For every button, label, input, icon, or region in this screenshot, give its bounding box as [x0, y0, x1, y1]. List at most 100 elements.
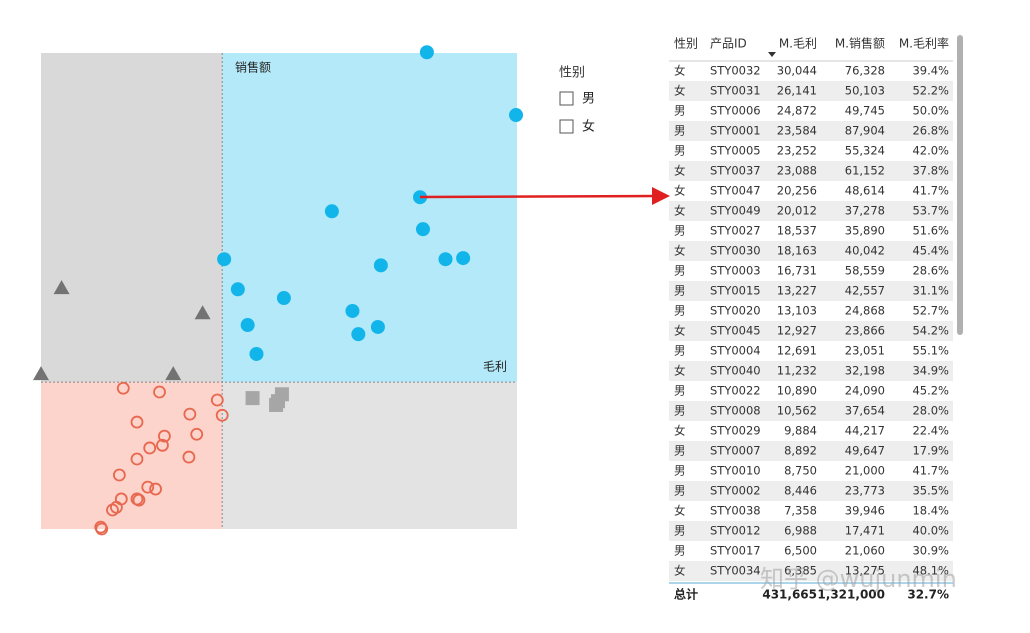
point — [419, 45, 434, 60]
checkbox[interactable] — [559, 91, 574, 106]
row-band — [669, 361, 953, 381]
slicer-option[interactable]: 男 — [582, 92, 595, 107]
point — [110, 500, 123, 514]
table-cell: 23,584 — [777, 124, 817, 138]
quadrant — [41, 53, 223, 383]
scatter-points — [33, 45, 524, 536]
table-cell: 男 — [674, 484, 686, 498]
table-cell: 45.4% — [912, 244, 949, 258]
table-cell: 28.0% — [912, 404, 949, 418]
table-cell: 男 — [674, 124, 686, 138]
table-cell: 17,471 — [845, 524, 885, 538]
table-cell: 女 — [674, 564, 686, 578]
row-band — [669, 121, 953, 141]
table-cell: STY0020 — [710, 304, 761, 318]
table-cell: 24,090 — [845, 384, 885, 398]
row-band — [669, 481, 953, 501]
table-cell: 6,988 — [784, 524, 817, 538]
sort-indicator — [768, 52, 776, 57]
column-header[interactable]: 性别 — [674, 37, 698, 51]
table-cell: 49,745 — [845, 104, 885, 118]
table-cell: STY0015 — [710, 284, 761, 298]
table-cell: 37,654 — [845, 404, 885, 418]
table-cell: 8,750 — [784, 464, 817, 478]
table-cell: 女 — [674, 84, 686, 98]
point — [217, 252, 232, 267]
table-cell: STY0008 — [710, 404, 761, 418]
annotation-arrow — [419, 194, 656, 199]
table-cell: STY0037 — [710, 164, 761, 178]
column-header[interactable]: M.毛利率 — [899, 36, 949, 51]
table-cell: 50.0% — [912, 104, 949, 118]
point — [345, 303, 360, 318]
table-cell: 49,647 — [845, 444, 885, 458]
table-cell: 18,537 — [777, 224, 817, 238]
table-cell: 男 — [674, 104, 686, 118]
table-cell: STY0031 — [710, 84, 761, 98]
table-cell: STY0029 — [710, 424, 761, 438]
point — [149, 482, 162, 496]
table-cell: 42,557 — [845, 284, 885, 298]
table-cell: STY0004 — [710, 344, 761, 358]
table-cell: 76,328 — [845, 64, 885, 78]
arrow-head — [652, 187, 670, 205]
table-cell: 男 — [674, 144, 686, 158]
table-cell: STY0005 — [710, 144, 761, 158]
table-cell: STY0032 — [710, 64, 761, 78]
table-cell: 51.6% — [912, 224, 949, 238]
table-cell: 男 — [674, 404, 686, 418]
table-cell: 23,773 — [845, 484, 885, 498]
column-header[interactable]: 产品ID — [710, 37, 747, 51]
column-header[interactable]: M.销售额 — [835, 36, 885, 51]
table-cell: 28.6% — [912, 264, 949, 278]
table-cell: 8,892 — [784, 444, 817, 458]
checkbox[interactable] — [559, 119, 574, 134]
quadrant-background — [41, 53, 517, 529]
row-band — [669, 281, 953, 301]
point — [53, 280, 70, 295]
row-band — [669, 401, 953, 421]
table-cell: 34.9% — [912, 364, 949, 378]
table-cell: 女 — [674, 424, 686, 438]
total-cell: 32.7% — [907, 588, 949, 602]
table-cell: 10,890 — [777, 384, 817, 398]
x-axis-label: 毛利 — [483, 360, 507, 374]
table-cell: 42.0% — [912, 144, 949, 158]
total-cell: 1,321,000 — [817, 588, 885, 602]
point — [269, 397, 284, 412]
table-cell: 男 — [674, 284, 686, 298]
point — [112, 468, 126, 482]
table-cell: 39.4% — [912, 64, 949, 78]
point — [156, 438, 169, 452]
slicer-option[interactable]: 女 — [582, 119, 595, 135]
table-cell: 35,890 — [845, 224, 885, 238]
row-band — [669, 81, 953, 101]
table-cell: 61,152 — [845, 164, 885, 178]
column-header[interactable]: M.毛利 — [779, 37, 817, 51]
point — [143, 441, 157, 455]
watermark: 知乎 @wujunmin — [760, 565, 957, 593]
table-cell: 48.1% — [912, 564, 949, 578]
table-cell: 45.2% — [912, 384, 949, 398]
table-cell: 13,227 — [777, 284, 817, 298]
table-cell: 女 — [674, 164, 686, 178]
table-cell: 女 — [674, 364, 686, 378]
table-cell: 21,060 — [845, 544, 885, 558]
point — [438, 252, 453, 267]
table-cell: 31.1% — [912, 284, 949, 298]
point — [158, 429, 171, 443]
point — [153, 385, 166, 399]
table-cell: 40.0% — [912, 524, 949, 538]
table-cell: STY0034 — [710, 564, 761, 578]
table-cell: 13,103 — [777, 304, 817, 318]
table-cell: 26.8% — [912, 124, 949, 138]
table-cell: 48,614 — [845, 184, 885, 198]
scrollbar[interactable] — [957, 35, 963, 335]
table-cell: 23,088 — [777, 164, 817, 178]
table-cell: 男 — [674, 524, 686, 538]
table-cell: STY0038 — [710, 504, 761, 518]
row-band — [669, 521, 953, 541]
row-band — [669, 201, 953, 221]
table-cell: 女 — [674, 184, 686, 198]
